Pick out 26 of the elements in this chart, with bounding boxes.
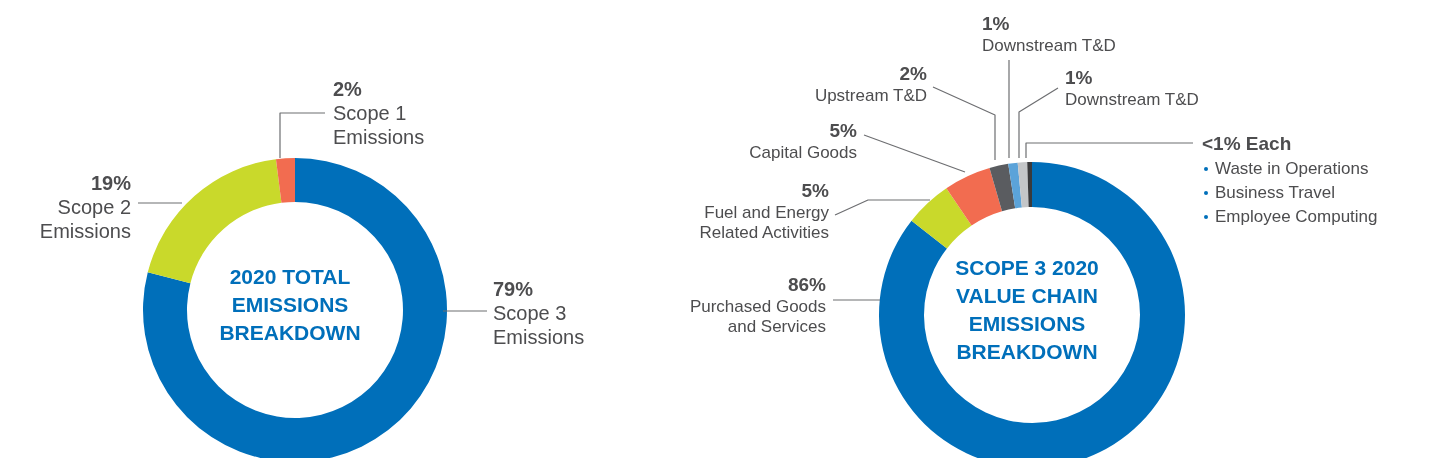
data-label: 86% xyxy=(787,274,827,295)
slice-label: Scope 3 Emissions xyxy=(493,302,585,348)
slice-label: Purchased Goods and Services xyxy=(689,296,826,336)
data-label: 19% xyxy=(90,172,132,194)
data-label: 5% xyxy=(829,120,858,141)
text: Employee Computing xyxy=(1215,207,1378,226)
text: Business Travel xyxy=(1215,183,1335,202)
slice-label: Upstream T&D xyxy=(814,85,927,105)
slice-label: Downstream T&D xyxy=(982,35,1116,55)
data-label: 1% xyxy=(982,13,1010,34)
text: Waste in Operations xyxy=(1215,159,1369,178)
data-label: 2% xyxy=(899,63,928,84)
donut-slice xyxy=(275,158,295,203)
slice-label: Downstream T&D xyxy=(1065,89,1199,109)
slice-label: Scope 1 Emissions xyxy=(333,102,425,148)
text: 2020 TOTAL EMISSIONS BREAKDOWN xyxy=(218,264,362,346)
slice-label: Capital Goods xyxy=(749,142,857,162)
text: SCOPE 3 2020 VALUE CHAIN EMISSIONS BREAKDOWN xyxy=(954,255,1100,365)
slice-label: Scope 2 Emissions xyxy=(39,196,131,242)
data-label: <1% Each xyxy=(1202,133,1292,154)
data-label: 5% xyxy=(801,180,830,201)
data-label: 2% xyxy=(333,78,363,100)
slice-label: Fuel and Energy Related Activities xyxy=(699,202,830,242)
data-label: 1% xyxy=(1065,67,1093,88)
donut-slice xyxy=(147,159,282,284)
data-label: 79% xyxy=(493,278,534,300)
